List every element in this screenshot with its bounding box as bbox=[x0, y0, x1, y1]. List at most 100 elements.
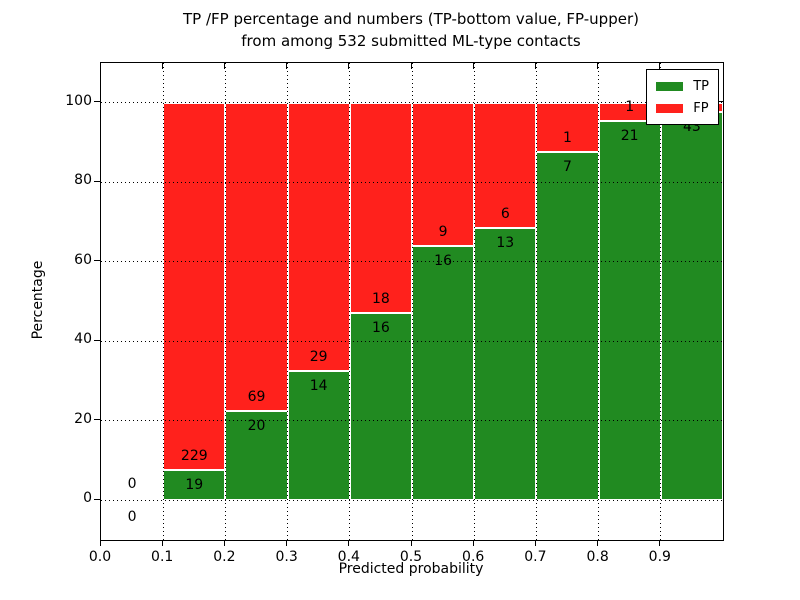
gridline-y bbox=[101, 261, 723, 263]
x-top-tick-mark bbox=[472, 63, 474, 69]
x-top-tick-mark bbox=[659, 63, 661, 69]
bar-fp-count-label: 6 bbox=[500, 206, 510, 223]
gridline-x bbox=[287, 63, 289, 540]
bar-tp-count-label: 7 bbox=[563, 159, 572, 176]
gridline-y bbox=[101, 499, 723, 501]
x-axis-label: Predicted probability bbox=[338, 561, 484, 577]
y-tick-label: 100 bbox=[65, 92, 92, 109]
x-tick-mark bbox=[99, 540, 101, 546]
chart-title: TP /FP percentage and numbers (TP-bottom… bbox=[100, 8, 722, 52]
x-tick-label: 0.6 bbox=[462, 549, 485, 565]
bar-tp-count-label: 20 bbox=[247, 417, 266, 434]
bar-fp-segment bbox=[163, 102, 226, 470]
gridline-y bbox=[101, 181, 723, 183]
x-tick-mark bbox=[348, 540, 350, 546]
bar-fp-count-label: 9 bbox=[438, 223, 448, 240]
x-tick-label: 0.7 bbox=[524, 549, 547, 565]
chart-title-line2: from among 532 submitted ML-type contact… bbox=[241, 32, 581, 50]
bar-tp-segment bbox=[349, 313, 412, 501]
x-tick-mark bbox=[161, 540, 163, 546]
x-tick-mark bbox=[286, 540, 288, 546]
legend: TP FP bbox=[646, 69, 719, 125]
y-tick-label: 40 bbox=[74, 331, 92, 348]
x-top-tick-mark bbox=[161, 63, 163, 69]
bar-tp-count-label: 21 bbox=[620, 127, 639, 144]
x-tick-label: 0.0 bbox=[88, 549, 112, 565]
x-tick-label: 0.8 bbox=[586, 549, 609, 565]
legend-label-tp: TP bbox=[693, 78, 709, 94]
x-tick-mark bbox=[223, 540, 225, 546]
gridline-y bbox=[101, 420, 723, 422]
chart-title-line1: TP /FP percentage and numbers (TP-bottom… bbox=[183, 10, 639, 28]
bar-fp-segment bbox=[225, 102, 288, 411]
x-top-tick-mark bbox=[223, 63, 225, 69]
legend-entry-fp: FP bbox=[656, 97, 709, 119]
y-tick-mark bbox=[94, 419, 100, 421]
x-tick-mark bbox=[534, 540, 536, 546]
y-tick-label: 20 bbox=[74, 410, 92, 427]
y-axis-label: Percentage bbox=[30, 260, 46, 340]
y-right-tick-mark bbox=[717, 101, 723, 103]
legend-swatch-fp-icon bbox=[656, 103, 684, 113]
x-tick-label: 0.9 bbox=[648, 549, 671, 565]
bar-tp-count-label: 16 bbox=[434, 252, 453, 269]
gridline-y bbox=[101, 102, 723, 104]
bar-tp-count-label: 0 bbox=[127, 509, 137, 526]
bar-fp-count-label: 1 bbox=[625, 98, 635, 115]
gridline-x bbox=[162, 63, 164, 540]
bar-fp-segment bbox=[474, 102, 537, 229]
x-tick-label: 0.2 bbox=[213, 549, 236, 565]
bar-fp-segment bbox=[349, 102, 412, 314]
gridline-y bbox=[101, 340, 723, 342]
x-tick-mark bbox=[597, 540, 599, 546]
x-tick-label: 0.3 bbox=[275, 549, 298, 565]
x-top-tick-mark bbox=[286, 63, 288, 69]
bar-tp-segment bbox=[598, 120, 661, 501]
bar-fp-segment bbox=[287, 102, 350, 371]
y-tick-mark bbox=[94, 260, 100, 262]
legend-label-fp: FP bbox=[693, 100, 709, 116]
x-tick-label: 0.5 bbox=[399, 549, 423, 565]
bar-tp-count-label: 16 bbox=[371, 320, 390, 337]
bar-tp-segment bbox=[225, 410, 288, 501]
gridline-x bbox=[473, 63, 475, 540]
y-tick-mark bbox=[94, 180, 100, 182]
bar-tp-segment bbox=[287, 370, 350, 501]
bar-fp-count-label: 0 bbox=[127, 476, 137, 493]
bar-tp-segment bbox=[660, 111, 723, 501]
x-tick-label: 0.1 bbox=[151, 549, 174, 565]
bar-tp-segment bbox=[536, 152, 599, 501]
x-tick-mark bbox=[472, 540, 474, 546]
y-tick-mark bbox=[94, 339, 100, 341]
x-top-tick-mark bbox=[410, 63, 412, 69]
x-top-tick-mark bbox=[99, 63, 101, 69]
gridline-x bbox=[224, 63, 226, 540]
x-top-tick-mark bbox=[597, 63, 599, 69]
y-tick-label: 80 bbox=[74, 172, 92, 189]
gridline-x bbox=[598, 63, 600, 540]
bar-fp-segment bbox=[412, 102, 475, 246]
legend-swatch-tp-icon bbox=[656, 81, 684, 91]
bar-fp-count-label: 69 bbox=[247, 388, 266, 405]
bar-tp-segment bbox=[412, 245, 475, 501]
x-tick-mark bbox=[659, 540, 661, 546]
bar-fp-count-label: 29 bbox=[309, 348, 328, 365]
y-tick-label: 60 bbox=[74, 251, 92, 268]
y-tick-mark bbox=[94, 498, 100, 500]
legend-entry-tp: TP bbox=[656, 75, 709, 97]
x-top-tick-mark bbox=[534, 63, 536, 69]
bar-fp-count-label: 229 bbox=[180, 447, 208, 464]
bar-tp-segment bbox=[163, 469, 226, 501]
bar-tp-segment bbox=[474, 228, 537, 501]
y-tick-mark bbox=[94, 101, 100, 103]
bar-tp-count-label: 19 bbox=[185, 476, 204, 493]
gridline-x bbox=[411, 63, 413, 540]
bar-tp-count-label: 14 bbox=[309, 377, 328, 394]
gridline-x bbox=[535, 63, 537, 540]
x-tick-mark bbox=[410, 540, 412, 546]
plot-area: 002291969202914181691661317121143 TP FP bbox=[100, 62, 724, 541]
bar-tp-count-label: 13 bbox=[496, 235, 515, 252]
y-tick-label: 0 bbox=[83, 490, 92, 507]
bar-fp-count-label: 18 bbox=[371, 291, 390, 308]
